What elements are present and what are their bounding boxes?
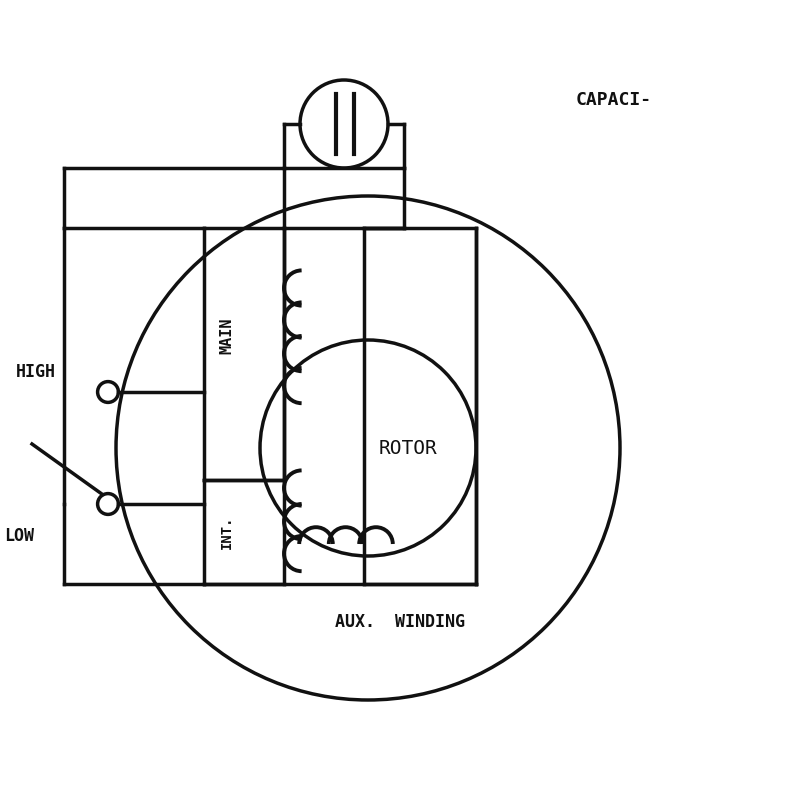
Text: CAPACI-: CAPACI- [576, 91, 652, 109]
Text: MAIN: MAIN [219, 318, 234, 354]
Text: ROTOR: ROTOR [378, 438, 438, 458]
Text: INT.: INT. [219, 515, 234, 549]
Text: LOW: LOW [4, 527, 34, 545]
Text: HIGH: HIGH [16, 363, 56, 381]
Text: AUX.  WINDING: AUX. WINDING [335, 614, 465, 631]
